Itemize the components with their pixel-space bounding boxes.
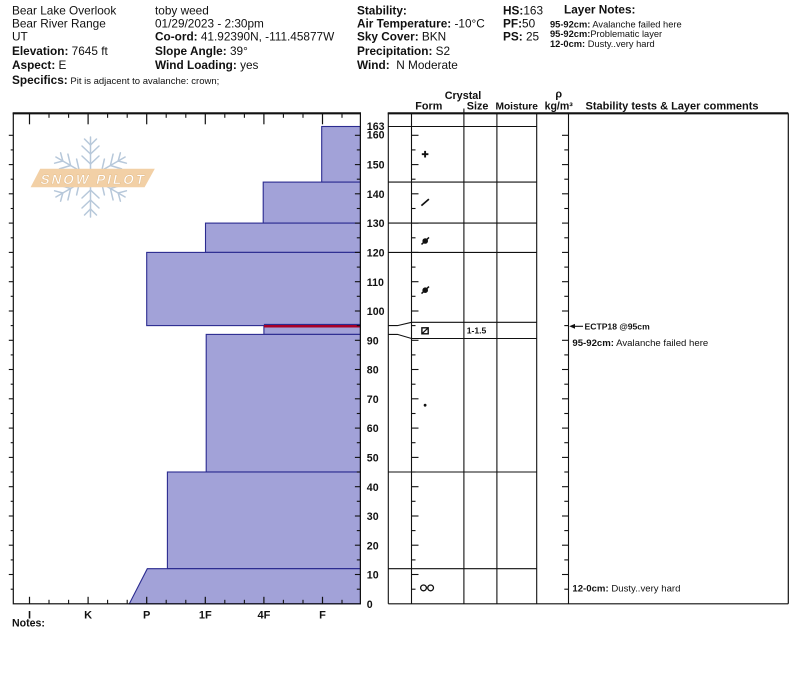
svg-text:100: 100 (367, 306, 385, 318)
svg-text:Stability:: Stability: (357, 3, 407, 17)
svg-text:toby weed: toby weed (155, 3, 209, 17)
svg-text:01/29/2023 - 2:30pm: 01/29/2023 - 2:30pm (155, 17, 264, 31)
svg-text:Bear Lake Overlook: Bear Lake Overlook (12, 3, 116, 17)
svg-text:Form: Form (415, 101, 442, 113)
svg-text:20: 20 (367, 540, 379, 552)
svg-text:12-0cm: Dusty..very hard: 12-0cm: Dusty..very hard (572, 583, 680, 594)
svg-text:Moisture: Moisture (495, 102, 538, 113)
svg-text:80: 80 (367, 365, 379, 377)
svg-text:Wind: N Moderate: Wind: N Moderate (357, 58, 458, 72)
svg-text:Slope Angle: 39°: Slope Angle: 39° (155, 44, 248, 58)
svg-text:50: 50 (367, 453, 379, 465)
svg-text:Wind Loading: yes: Wind Loading: yes (155, 58, 259, 72)
svg-text:95-92cm: Avalanche failed here: 95-92cm: Avalanche failed here (550, 19, 682, 29)
svg-text:60: 60 (367, 423, 379, 435)
svg-text:1F: 1F (199, 610, 212, 622)
svg-text:Notes:: Notes: (12, 617, 45, 629)
svg-text:HS:163: HS:163 (503, 3, 543, 17)
svg-text:Precipitation: S2: Precipitation: S2 (357, 44, 450, 58)
svg-text:Crystal: Crystal (445, 90, 482, 102)
svg-text:ρ: ρ (555, 88, 562, 100)
svg-text:90: 90 (367, 335, 379, 347)
svg-text:Sky Cover: BKN: Sky Cover: BKN (357, 30, 446, 44)
svg-text:Air Temperature: -10°C: Air Temperature: -10°C (357, 17, 485, 31)
svg-text:30: 30 (367, 511, 379, 523)
svg-text:4F: 4F (257, 610, 270, 622)
svg-text:95-92cm:Problematic layer: 95-92cm:Problematic layer (550, 29, 662, 39)
svg-text:kg/m³: kg/m³ (545, 101, 574, 113)
svg-text:Stability tests & Layer commen: Stability tests & Layer comments (586, 100, 759, 112)
svg-text:140: 140 (367, 189, 385, 201)
svg-text:160: 160 (367, 129, 385, 141)
svg-text:40: 40 (367, 482, 379, 494)
svg-text:PS: 25: PS: 25 (503, 30, 540, 44)
svg-text:70: 70 (367, 394, 379, 406)
svg-text:110: 110 (367, 277, 384, 289)
svg-text:Specifics: Pit is adjacent to: Specifics: Pit is adjacent to avalanche:… (12, 73, 219, 87)
svg-text:95-92cm: Avalanche failed here: 95-92cm: Avalanche failed here (572, 338, 708, 349)
svg-text:Layer Notes:: Layer Notes: (564, 3, 635, 17)
svg-text:163: 163 (367, 121, 385, 133)
svg-text:ECTP18 @95cm: ECTP18 @95cm (585, 322, 651, 332)
svg-text:0: 0 (367, 599, 373, 611)
svg-text:UT: UT (12, 30, 28, 44)
svg-text:12-0cm: Dusty..very hard: 12-0cm: Dusty..very hard (550, 39, 655, 49)
svg-text:Aspect: E: Aspect: E (12, 58, 67, 72)
svg-text:130: 130 (367, 218, 385, 230)
svg-text:SNOW PILOT: SNOW PILOT (39, 172, 148, 187)
svg-text:120: 120 (367, 248, 385, 260)
svg-text:P: P (143, 610, 150, 622)
svg-text:10: 10 (367, 570, 379, 582)
svg-text:K: K (84, 610, 92, 622)
svg-text:Co-ord: 41.92390N, -111.45877W: Co-ord: 41.92390N, -111.45877W (155, 30, 335, 44)
svg-text:1-1.5: 1-1.5 (467, 326, 487, 336)
svg-text:F: F (319, 610, 326, 622)
svg-text:PF:50: PF:50 (503, 17, 536, 31)
svg-text:Bear River Range: Bear River Range (12, 17, 106, 31)
svg-text:Size: Size (467, 101, 489, 113)
svg-text:Elevation: 7645 ft: Elevation: 7645 ft (12, 44, 108, 58)
svg-text:I: I (28, 610, 31, 622)
svg-text:150: 150 (367, 160, 385, 172)
